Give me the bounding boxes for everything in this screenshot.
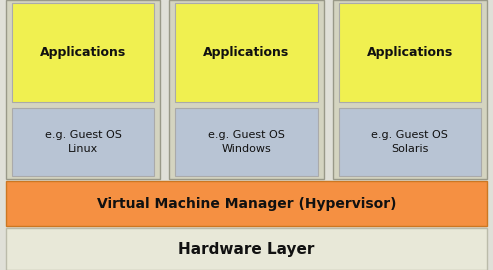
Text: Virtual Machine Manager (Hypervisor): Virtual Machine Manager (Hypervisor)	[97, 197, 396, 211]
Text: Hardware Layer: Hardware Layer	[178, 242, 315, 256]
FancyBboxPatch shape	[333, 0, 487, 179]
FancyBboxPatch shape	[175, 108, 318, 176]
FancyBboxPatch shape	[6, 181, 487, 226]
Text: Applications: Applications	[367, 46, 453, 59]
FancyBboxPatch shape	[12, 108, 154, 176]
Text: e.g. Guest OS
Solaris: e.g. Guest OS Solaris	[371, 130, 448, 154]
FancyBboxPatch shape	[339, 3, 481, 102]
Text: Applications: Applications	[40, 46, 126, 59]
FancyBboxPatch shape	[339, 108, 481, 176]
FancyBboxPatch shape	[169, 0, 324, 179]
FancyBboxPatch shape	[6, 228, 487, 270]
FancyBboxPatch shape	[175, 3, 318, 102]
Text: Applications: Applications	[204, 46, 289, 59]
Text: e.g. Guest OS
Linux: e.g. Guest OS Linux	[45, 130, 122, 154]
FancyBboxPatch shape	[6, 0, 160, 179]
FancyBboxPatch shape	[12, 3, 154, 102]
Text: e.g. Guest OS
Windows: e.g. Guest OS Windows	[208, 130, 285, 154]
